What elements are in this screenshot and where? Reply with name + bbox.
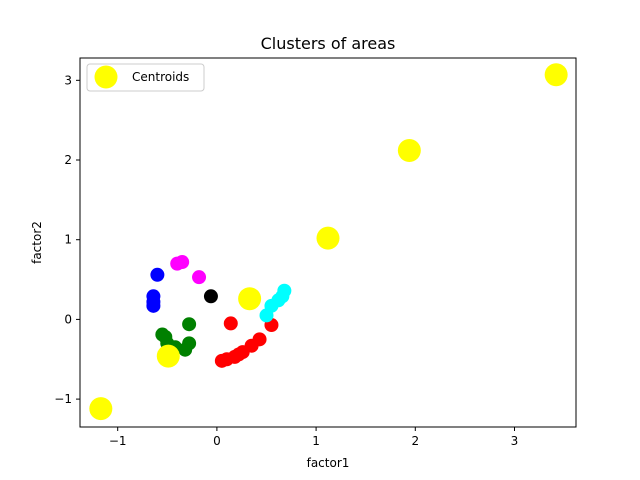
centroids-point-6 [544,63,568,87]
points-layer [89,63,568,421]
y-tick-label: 0 [64,312,72,326]
chart-title: Clusters of areas [261,34,396,53]
x-tick-label: −1 [109,434,127,448]
x-axis-label: factor1 [307,456,350,470]
x-tick-label: 3 [511,434,519,448]
cluster-3-point-4 [146,298,161,313]
ticks-layer: −1 0 1 2 3 −1 0 1 2 3 [54,73,518,448]
x-tick-label: 2 [411,434,419,448]
cluster-4-point-3 [192,270,207,285]
y-tick-label: 3 [64,73,72,87]
cluster-3-point-1 [150,267,165,282]
cluster-1-point-9 [223,316,238,331]
cluster-6-point-5 [277,283,292,298]
centroids-point-2 [156,344,180,368]
cluster-1-point-7 [252,332,267,347]
legend-label-centroids: Centroids [132,70,189,84]
centroids-point-4 [316,226,340,250]
cluster-4-point-2 [175,255,190,270]
y-tick-label: −1 [54,392,72,406]
x-tick-label: 0 [213,434,221,448]
cluster-5-point-1 [203,289,218,304]
x-tick-label: 1 [312,434,320,448]
cluster-2-point-6 [182,336,197,351]
legend-box [86,63,205,92]
legend: Centroids [86,63,205,92]
cluster-2-point-7 [182,317,197,332]
y-axis-label: factor2 [30,221,44,264]
centroids-point-3 [238,287,262,311]
centroids-point-5 [397,138,421,162]
centroids-point-1 [89,397,113,421]
y-tick-label: 1 [64,233,72,247]
y-tick-label: 2 [64,153,72,167]
plot-frame [79,57,577,428]
legend-marker-centroids [94,65,118,89]
